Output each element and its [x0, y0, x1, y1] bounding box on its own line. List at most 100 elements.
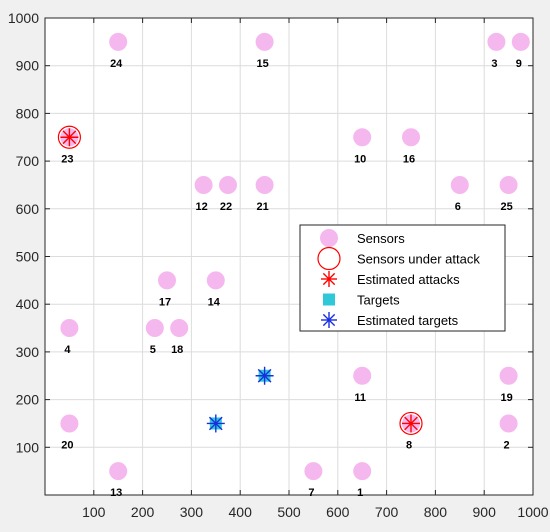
- sensor-marker: [109, 32, 128, 51]
- sensor-label: 22: [220, 201, 232, 213]
- legend-label: Estimated targets: [357, 313, 459, 328]
- legend-target-icon: [323, 293, 335, 306]
- estimated-target-marker-stroke: [257, 368, 272, 383]
- sensor-label: 10: [354, 153, 366, 165]
- legend-estimated-attack-icon-stroke: [322, 272, 336, 286]
- sensor-label: 20: [61, 439, 73, 451]
- sensor-marker: [353, 462, 372, 481]
- sensor-marker: [158, 271, 176, 290]
- x-tick-label: 600: [326, 504, 350, 520]
- sensor-marker: [255, 32, 274, 51]
- sensor-label: 14: [208, 296, 221, 308]
- estimated-target-marker: [206, 414, 225, 433]
- sensor-label: 16: [403, 153, 415, 165]
- sensor-label: 3: [491, 58, 497, 70]
- legend-entry: Sensors: [320, 229, 405, 247]
- legend-estimated-target-icon-stroke: [322, 313, 336, 327]
- y-tick-label: 100: [16, 439, 40, 455]
- legend-entry: Targets: [323, 293, 400, 308]
- y-tick-label: 900: [16, 58, 40, 74]
- sensor-marker: [402, 128, 420, 147]
- sensor-marker: [255, 175, 274, 194]
- sensor-marker: [219, 175, 237, 194]
- sensor-label: 6: [455, 201, 461, 213]
- sensor-marker: [487, 32, 506, 51]
- sensor-label: 4: [64, 344, 71, 356]
- x-tick-label: 100: [82, 504, 106, 520]
- y-tick-label: 800: [16, 105, 40, 121]
- x-tick-label: 300: [180, 504, 204, 520]
- x-tick-label: 700: [375, 504, 399, 520]
- legend-attack-circle-icon: [317, 246, 341, 271]
- legend-sensor-icon: [320, 229, 338, 247]
- sensor-label: 13: [110, 487, 122, 499]
- legend-estimated-target-icon: [321, 312, 337, 328]
- sensor-marker: [499, 366, 518, 385]
- y-tick-label: 500: [16, 249, 40, 265]
- attack-circle-marker: [399, 411, 423, 436]
- legend: Sensors Sensors under attack Estimated att…: [299, 224, 506, 332]
- attack-circle-marker: [57, 125, 82, 149]
- legend-estimated-attack-icon: [321, 271, 337, 287]
- y-tick-label: 400: [16, 296, 40, 312]
- legend-label: Targets: [357, 293, 400, 308]
- sensor-label: 5: [150, 344, 156, 356]
- sensor-label: 15: [256, 58, 268, 70]
- sensor-label: 9: [516, 58, 522, 70]
- legend-entry: Sensors under attack: [317, 246, 480, 271]
- sensor-label: 25: [500, 201, 512, 213]
- sensor-marker: [170, 319, 189, 338]
- sensor-label: 11: [354, 392, 366, 404]
- sensor-label: 8: [406, 439, 412, 451]
- legend-entry: Estimated attacks: [321, 271, 460, 287]
- sensor-marker: [109, 462, 128, 481]
- sensor-marker: [206, 271, 225, 290]
- sensor-label: 17: [159, 296, 171, 308]
- y-tick-label: 700: [16, 153, 40, 169]
- estimated-target-marker: [255, 366, 274, 385]
- sensor-marker: [60, 414, 79, 433]
- estimated-attack-marker: [402, 414, 420, 433]
- x-tick-label: 400: [229, 504, 253, 520]
- y-tick-label: 300: [16, 344, 40, 360]
- sensor-label: 12: [195, 201, 207, 213]
- y-tick-label: 200: [16, 392, 40, 408]
- sensor-label: 7: [308, 487, 314, 499]
- sensor-marker: [499, 414, 518, 433]
- data-markers: [57, 32, 530, 481]
- x-tick-label: 200: [131, 504, 155, 520]
- legend-label: Sensors under attack: [357, 252, 480, 267]
- legend-entry: Estimated targets: [321, 312, 459, 328]
- sensor-marker: [304, 462, 323, 481]
- sensor-marker: [353, 128, 372, 147]
- sensor-marker: [353, 366, 372, 385]
- sensor-label: 1: [357, 487, 363, 499]
- x-tick-label: 800: [424, 504, 448, 520]
- sensor-label: 2: [504, 439, 510, 451]
- x-tick-label: 900: [473, 504, 497, 520]
- estimated-attack-marker-stroke: [62, 130, 77, 145]
- axes: 100 200 300 400 500 600 700 800 900 1000 100 200 300…: [8, 10, 549, 520]
- sensor-label: 19: [500, 392, 512, 404]
- legend-label: Sensors: [357, 231, 405, 246]
- sensor-label: 23: [61, 153, 73, 165]
- sensor-marker: [499, 175, 518, 194]
- estimated-target-marker-stroke: [208, 416, 223, 431]
- sensor-label: 18: [171, 344, 183, 356]
- sensor-label: 24: [110, 58, 123, 70]
- legend-label: Estimated attacks: [357, 272, 460, 287]
- x-tick-label: 1000: [517, 504, 548, 520]
- sensor-marker: [511, 32, 530, 51]
- sensor-marker: [450, 175, 469, 194]
- y-tick-label: 1000: [8, 10, 39, 26]
- x-tick-label: 500: [277, 504, 301, 520]
- sensor-marker: [145, 319, 164, 338]
- sensor-marker: [194, 175, 213, 194]
- estimated-attack-marker: [60, 128, 79, 147]
- estimated-attack-marker-stroke: [404, 416, 418, 431]
- y-tick-label: 600: [16, 201, 40, 217]
- sensor-label: 21: [256, 201, 268, 213]
